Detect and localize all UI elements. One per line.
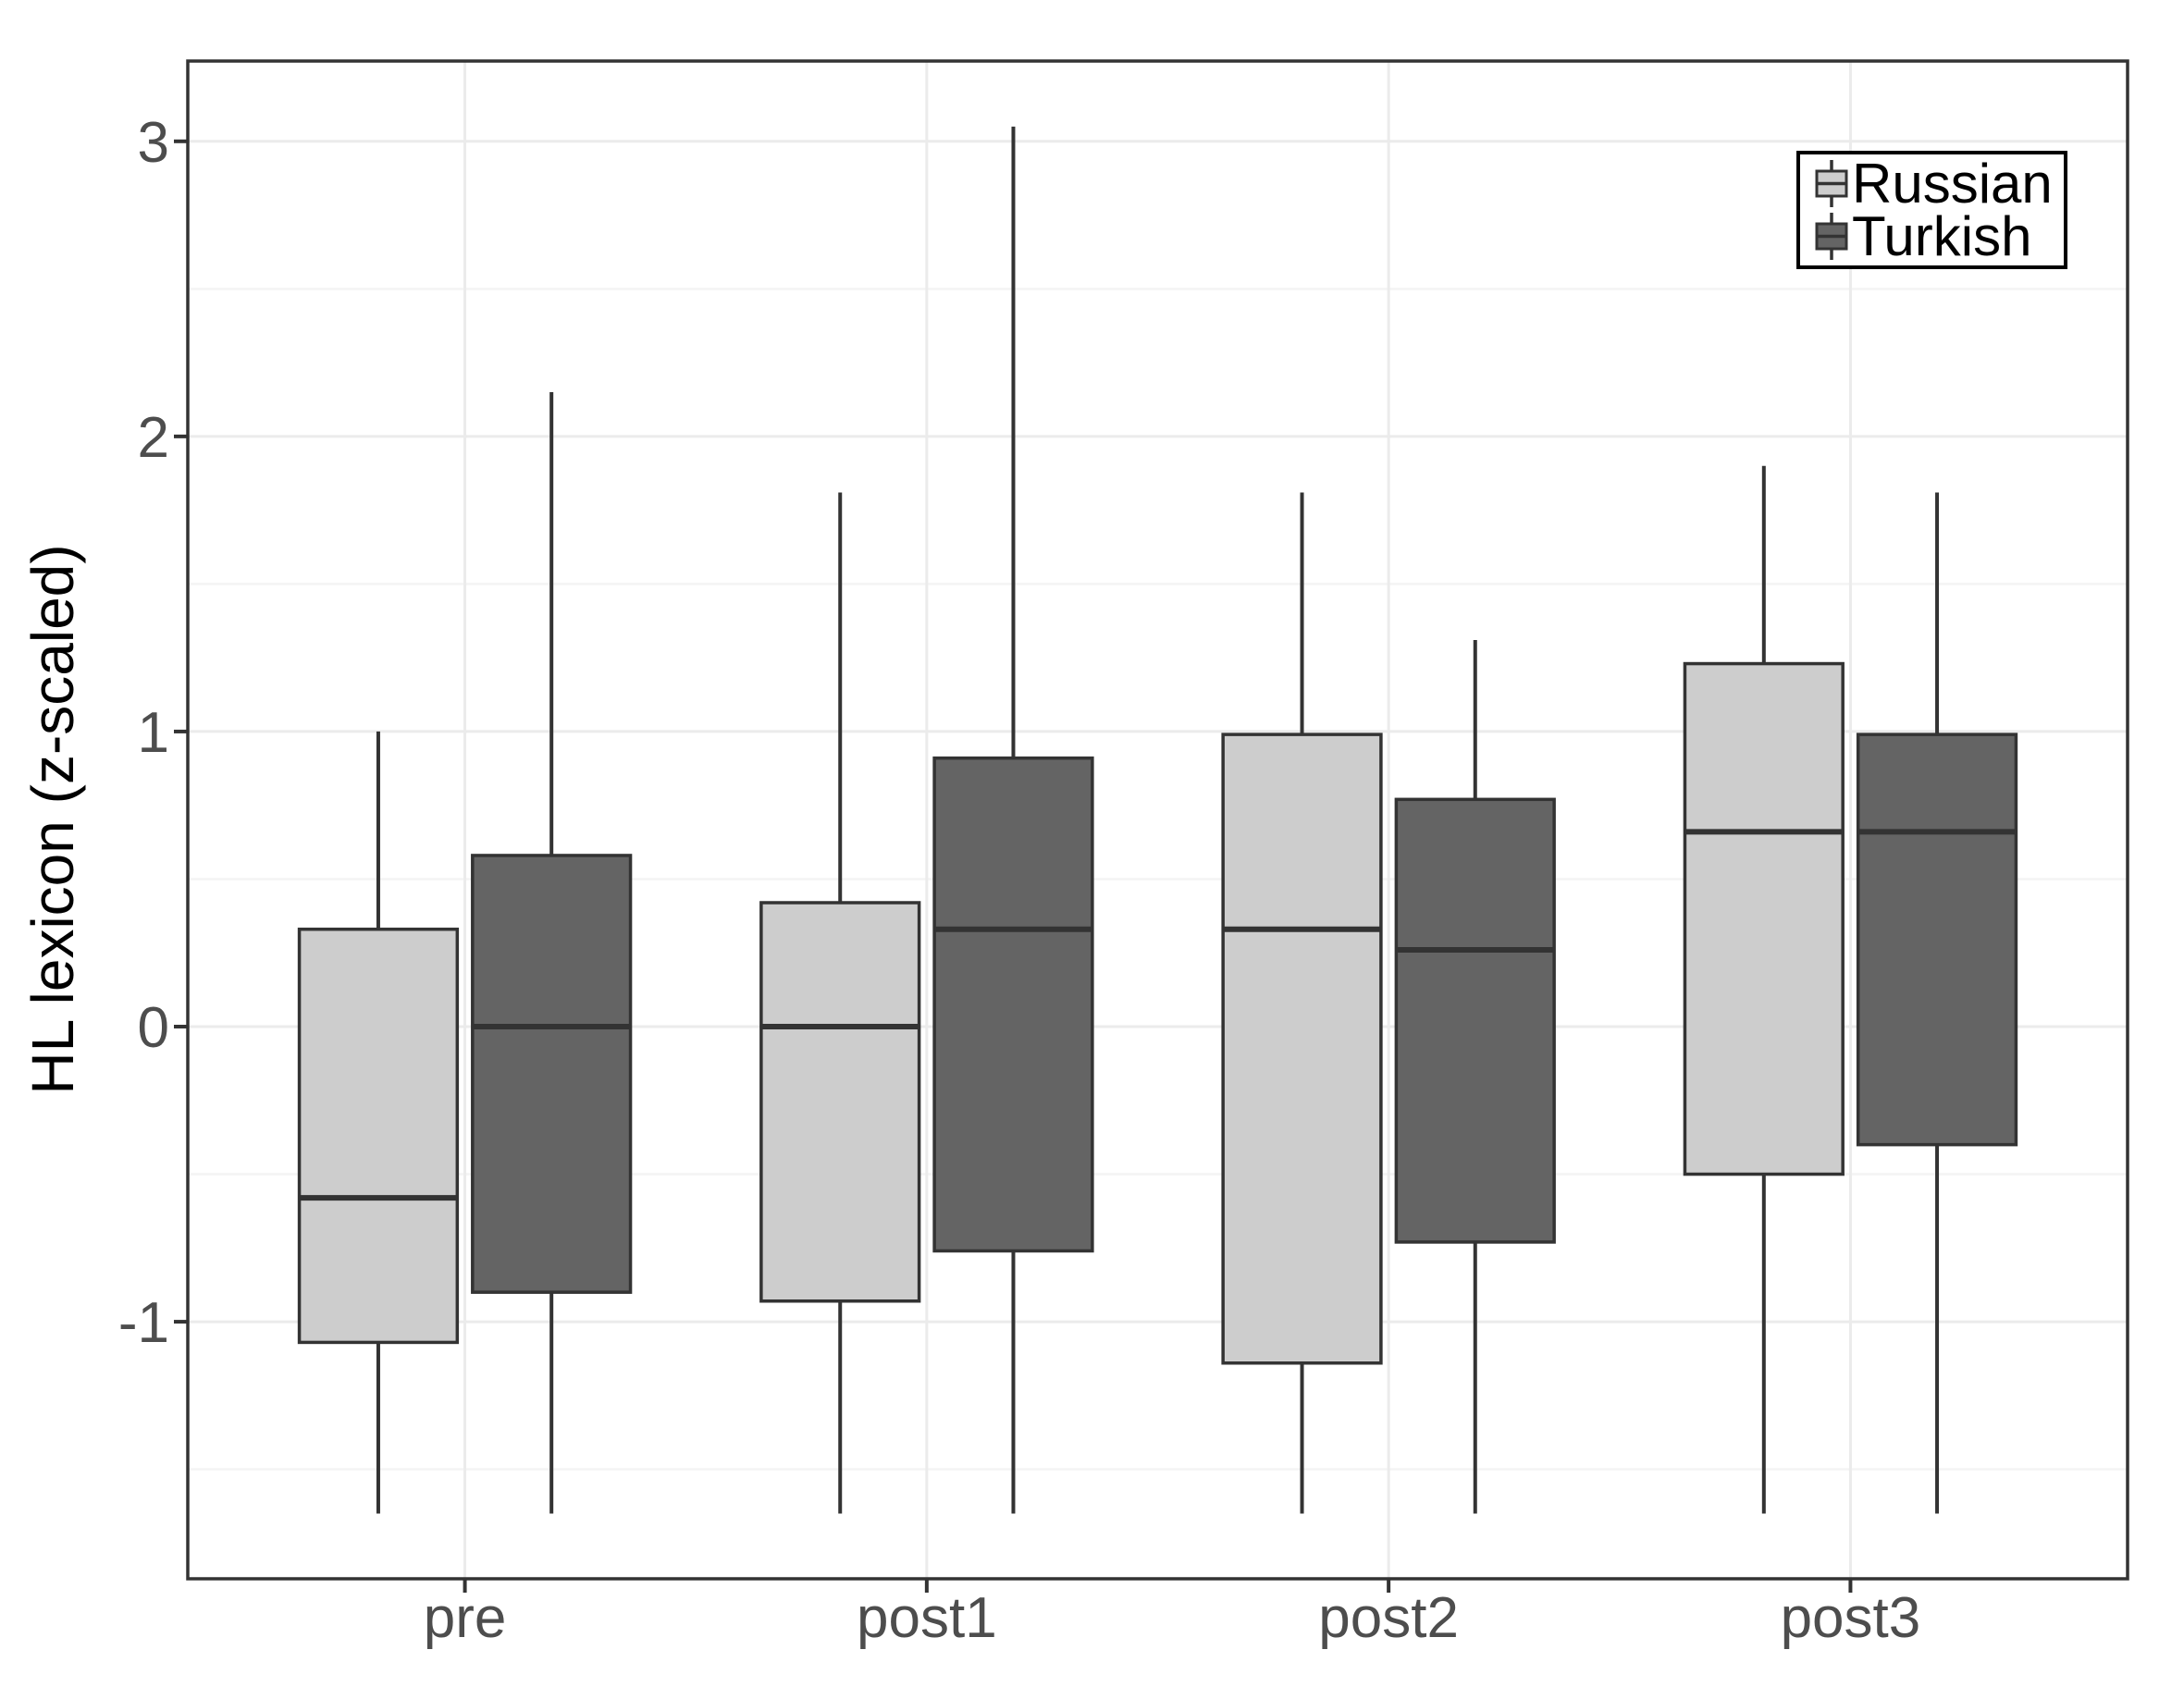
iqr-box (471, 854, 633, 1294)
iqr-box (1221, 733, 1383, 1365)
boxplot-post2-russian (1221, 492, 1383, 1514)
legend-label-russian: Russian (1852, 153, 2053, 215)
series-turkish (471, 126, 2018, 1514)
y-tick-label: 0 (138, 996, 169, 1060)
iqr-box (1856, 733, 2018, 1147)
boxplot-pre-turkish (471, 392, 633, 1514)
gridlines-major (188, 61, 2128, 1579)
boxplot-post1-russian (759, 492, 921, 1514)
legend-item-russian: Russian (1811, 153, 2064, 215)
y-tick-label: 1 (138, 701, 169, 765)
legend-label-turkish: Turkish (1852, 205, 2032, 267)
iqr-box (1394, 797, 1556, 1244)
boxplot-post2-turkish (1394, 640, 1556, 1514)
x-tick-label-post1: post1 (857, 1586, 997, 1650)
y-axis-title: HL lexicon (z-scaled) (19, 544, 86, 1095)
x-axis: pre post1 post2 post3 (424, 1579, 1920, 1650)
iqr-box (759, 901, 921, 1303)
x-tick-label-pre: pre (424, 1586, 507, 1650)
legend-key-russian-boxplot-icon (1815, 160, 1848, 207)
boxplot-post1-turkish (932, 126, 1094, 1514)
y-tick-label: -1 (118, 1291, 169, 1355)
y-tick-label: 2 (138, 406, 169, 470)
y-tick-label: 3 (138, 111, 169, 175)
boxplot-post3-turkish (1856, 492, 2018, 1514)
y-axis: -1 0 1 2 3 (118, 111, 188, 1355)
boxplot-pre-russian (297, 731, 460, 1514)
boxplot-post3-russian (1683, 465, 1845, 1514)
iqr-box (1683, 661, 1845, 1176)
legend-item-turkish: Turkish (1811, 205, 2064, 267)
x-tick-label-post3: post3 (1781, 1586, 1921, 1650)
legend: Russian Turkish (1796, 151, 2067, 269)
iqr-box (932, 756, 1094, 1253)
series-russian (297, 465, 1845, 1514)
iqr-box (297, 927, 460, 1345)
panel-border (186, 59, 2129, 1581)
legend-key-turkish-boxplot-icon (1815, 213, 1848, 260)
x-tick-label-post2: post2 (1318, 1586, 1459, 1650)
